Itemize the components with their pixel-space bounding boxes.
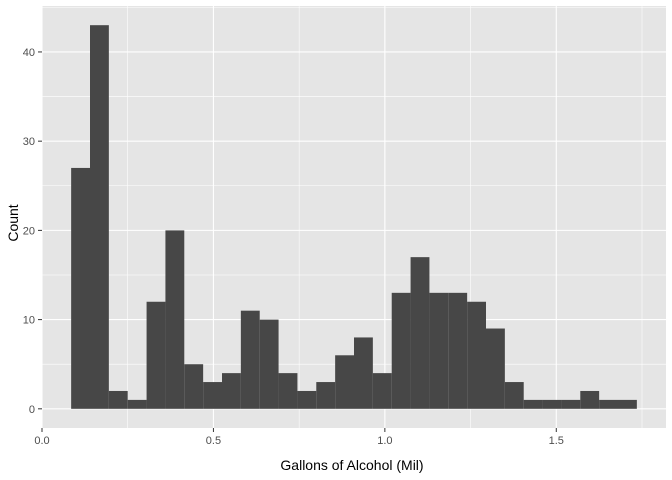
x-tick-label: 0.5 [206, 435, 221, 447]
histogram-bar [391, 292, 411, 409]
histogram-bar [618, 399, 637, 409]
y-tick-label: 30 [23, 136, 35, 148]
x-axis-title: Gallons of Alcohol (Mil) [280, 457, 423, 473]
histogram-bar [71, 167, 90, 409]
y-tick-label: 10 [23, 315, 35, 327]
histogram-bar [467, 301, 486, 409]
histogram-bar [448, 292, 468, 409]
y-ticks: 0 10 20 30 40 [23, 47, 42, 416]
histogram-bar [599, 399, 618, 409]
histogram-bar [165, 230, 185, 409]
histogram-bar [486, 328, 505, 409]
histogram-bar [542, 399, 562, 409]
grid-minor [42, 6, 666, 428]
histogram-bar [146, 301, 166, 409]
histogram-bar [222, 373, 241, 409]
histogram-bar [354, 337, 373, 409]
y-tick-label: 40 [23, 47, 35, 59]
histogram-bar [259, 319, 279, 409]
histogram-bar [504, 382, 524, 409]
histogram-bar [240, 310, 260, 409]
histogram-bar [335, 355, 354, 409]
histogram-bar [580, 390, 600, 409]
histogram-bar [203, 382, 222, 409]
x-tick-label: 1.5 [549, 435, 564, 447]
histogram-bar [108, 390, 128, 409]
histogram-bar [561, 399, 581, 409]
histogram-bar [127, 399, 147, 409]
histogram-bar [297, 390, 317, 409]
histogram-bar [184, 364, 204, 409]
histogram-bar [372, 373, 392, 409]
bars [71, 25, 637, 409]
x-tick-label: 0.0 [34, 435, 49, 447]
x-tick-label: 1.0 [377, 435, 392, 447]
histogram-bar [316, 382, 336, 409]
y-tick-label: 20 [23, 225, 35, 237]
histogram-bar [278, 373, 298, 409]
y-axis-title: Count [5, 204, 21, 241]
histogram-bar [410, 257, 430, 409]
y-tick-label: 0 [29, 404, 35, 416]
histogram-bar [523, 399, 543, 409]
histogram-bar [429, 292, 449, 409]
histogram-bar [90, 25, 109, 409]
x-ticks: 0.0 0.5 1.0 1.5 [34, 428, 564, 447]
